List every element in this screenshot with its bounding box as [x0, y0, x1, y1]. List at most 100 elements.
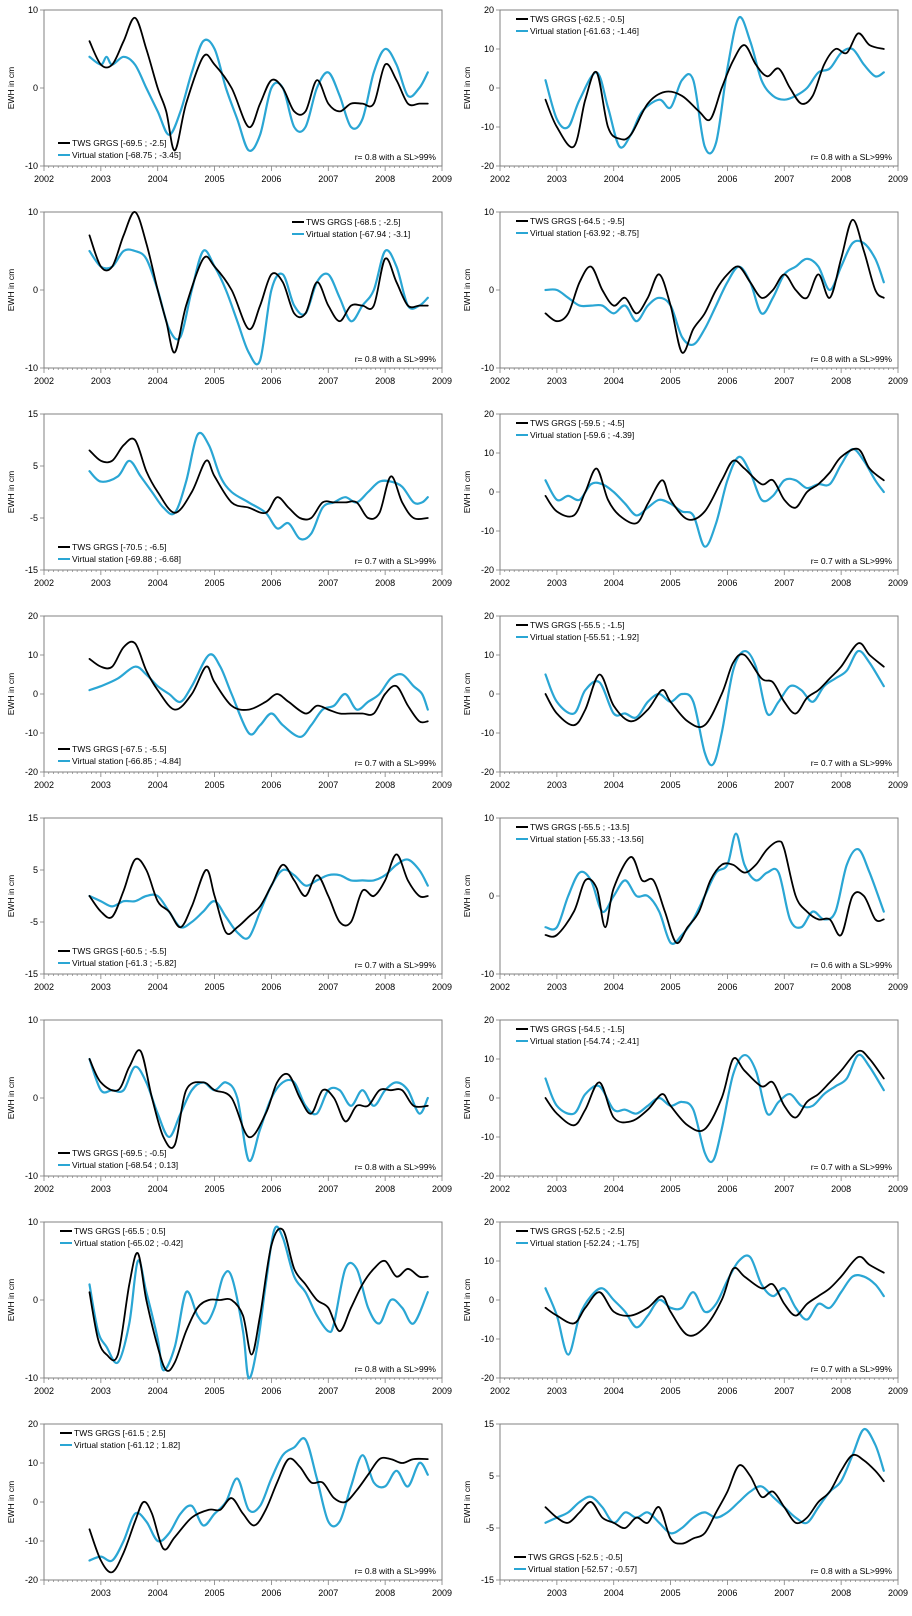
- y-tick-label: 0: [33, 83, 38, 93]
- series-line-tws: [544, 1049, 885, 1132]
- x-tick-label: 2007: [318, 780, 338, 790]
- x-tick-label: 2004: [148, 1386, 168, 1396]
- series-line-tws: [88, 640, 429, 724]
- series-line-tws: [544, 218, 885, 354]
- y-tick-label: -10: [25, 1536, 38, 1546]
- x-tick-label: 2008: [375, 578, 395, 588]
- legend-label: Virtual station [-55.51 ; -1.92]: [530, 632, 639, 642]
- y-tick-label: -10: [25, 161, 38, 171]
- x-tick-label: 2007: [318, 1184, 338, 1194]
- x-tick-label: 2009: [888, 376, 908, 386]
- chart-panel: 2002 2003 2004 2005 2006 2007 2008 2009 -10 0 10 EW…: [456, 808, 912, 1010]
- x-tick-label: 2007: [774, 1588, 794, 1598]
- x-tick-label: 2004: [148, 780, 168, 790]
- x-tick-label: 2007: [318, 982, 338, 992]
- x-tick-label: 2002: [34, 780, 54, 790]
- y-axis-label: EWH in cm: [462, 471, 472, 514]
- y-tick-label: -5: [486, 1523, 494, 1533]
- y-tick-label: 10: [484, 44, 494, 54]
- x-tick-label: 2002: [34, 578, 54, 588]
- x-tick-label: 2008: [375, 780, 395, 790]
- y-tick-label: 5: [33, 865, 38, 875]
- y-tick-label: -10: [25, 1373, 38, 1383]
- y-tick-label: 15: [484, 1419, 494, 1429]
- chart-svg: 2002 2003 2004 2005 2006 2007 2008 2009 -15 -5 5 15…: [6, 813, 452, 992]
- y-tick-label: -10: [25, 728, 38, 738]
- series-line-virtual: [544, 15, 885, 155]
- series-line-virtual: [88, 38, 429, 152]
- chart-svg: 2002 2003 2004 2005 2006 2007 2008 2009 -10 0 10 EW…: [462, 813, 908, 992]
- x-tick-label: 2007: [318, 174, 338, 184]
- x-tick-label: 2005: [205, 376, 225, 386]
- x-tick-label: 2009: [888, 780, 908, 790]
- x-tick-label: 2009: [888, 174, 908, 184]
- y-tick-label: 10: [28, 650, 38, 660]
- correlation-annotation: r= 0.7 with a SL>99%: [811, 1162, 893, 1172]
- x-tick-label: 2005: [661, 578, 681, 588]
- series-line-tws: [88, 1227, 429, 1372]
- x-tick-label: 2005: [661, 1184, 681, 1194]
- legend-label: TWS GRGS [-69.5 ; -0.5]: [72, 1148, 166, 1158]
- x-tick-label: 2004: [148, 982, 168, 992]
- x-tick-label: 2008: [375, 1184, 395, 1194]
- x-tick-label: 2003: [547, 780, 567, 790]
- x-tick-label: 2006: [261, 1184, 281, 1194]
- y-tick-label: 20: [484, 1217, 494, 1227]
- y-tick-label: 20: [484, 611, 494, 621]
- x-tick-label: 2003: [91, 1184, 111, 1194]
- legend-label: Virtual station [-61.12 ; 1.82]: [74, 1440, 180, 1450]
- legend-label: Virtual station [-52.57 ; -0.57]: [528, 1564, 637, 1574]
- correlation-annotation: r= 0.8 with a SL>99%: [355, 152, 437, 162]
- legend-label: TWS GRGS [-65.5 ; 0.5]: [74, 1226, 166, 1236]
- x-tick-label: 2008: [831, 1386, 851, 1396]
- y-tick-label: -10: [481, 1132, 494, 1142]
- y-tick-label: 0: [33, 1295, 38, 1305]
- x-tick-label: 2006: [261, 376, 281, 386]
- series-line-virtual: [88, 1225, 429, 1380]
- series-line-tws: [544, 447, 885, 525]
- x-tick-label: 2005: [205, 578, 225, 588]
- x-tick-label: 2002: [490, 376, 510, 386]
- legend-label: TWS GRGS [-67.5 ; -5.5]: [72, 744, 166, 754]
- series-line-tws: [88, 853, 429, 936]
- x-tick-label: 2003: [91, 174, 111, 184]
- y-axis-label: EWH in cm: [6, 1481, 16, 1524]
- chart-panel: 2002 2003 2004 2005 2006 2007 2008 2009 -20 -10 0 1…: [456, 0, 912, 202]
- chart-svg: 2002 2003 2004 2005 2006 2007 2008 2009 -20 -10 0 1…: [462, 1217, 908, 1396]
- x-tick-label: 2005: [205, 982, 225, 992]
- x-tick-label: 2006: [261, 780, 281, 790]
- x-tick-label: 2004: [604, 1386, 624, 1396]
- legend-label: TWS GRGS [-59.5 ; -4.5]: [530, 418, 624, 428]
- x-tick-label: 2004: [604, 982, 624, 992]
- x-tick-label: 2005: [205, 1588, 225, 1598]
- x-tick-label: 2005: [205, 1184, 225, 1194]
- x-tick-label: 2005: [205, 1386, 225, 1396]
- x-tick-label: 2002: [34, 174, 54, 184]
- legend-label: TWS GRGS [-52.5 ; -2.5]: [530, 1226, 624, 1236]
- series-line-virtual: [544, 649, 885, 767]
- x-tick-label: 2002: [490, 174, 510, 184]
- y-tick-label: -10: [481, 363, 494, 373]
- x-tick-label: 2005: [661, 1588, 681, 1598]
- y-tick-label: 10: [28, 207, 38, 217]
- x-tick-label: 2008: [375, 376, 395, 386]
- x-tick-label: 2009: [432, 780, 452, 790]
- x-tick-label: 2009: [888, 578, 908, 588]
- x-tick-label: 2003: [91, 982, 111, 992]
- y-tick-label: -20: [481, 767, 494, 777]
- x-tick-label: 2003: [547, 1184, 567, 1194]
- series-line-tws: [88, 1049, 429, 1149]
- x-tick-label: 2005: [661, 1386, 681, 1396]
- x-tick-label: 2002: [34, 982, 54, 992]
- y-tick-label: -10: [25, 1171, 38, 1181]
- x-tick-label: 2003: [91, 578, 111, 588]
- legend-label: Virtual station [-69.88 ; -6.68]: [72, 554, 181, 564]
- y-tick-label: -10: [481, 728, 494, 738]
- series-line-tws: [544, 642, 885, 728]
- y-tick-label: 10: [484, 1054, 494, 1064]
- y-tick-label: 0: [33, 689, 38, 699]
- x-tick-label: 2009: [432, 174, 452, 184]
- series-line-virtual: [88, 248, 429, 366]
- legend-label: TWS GRGS [-52.5 ; -0.5]: [528, 1552, 622, 1562]
